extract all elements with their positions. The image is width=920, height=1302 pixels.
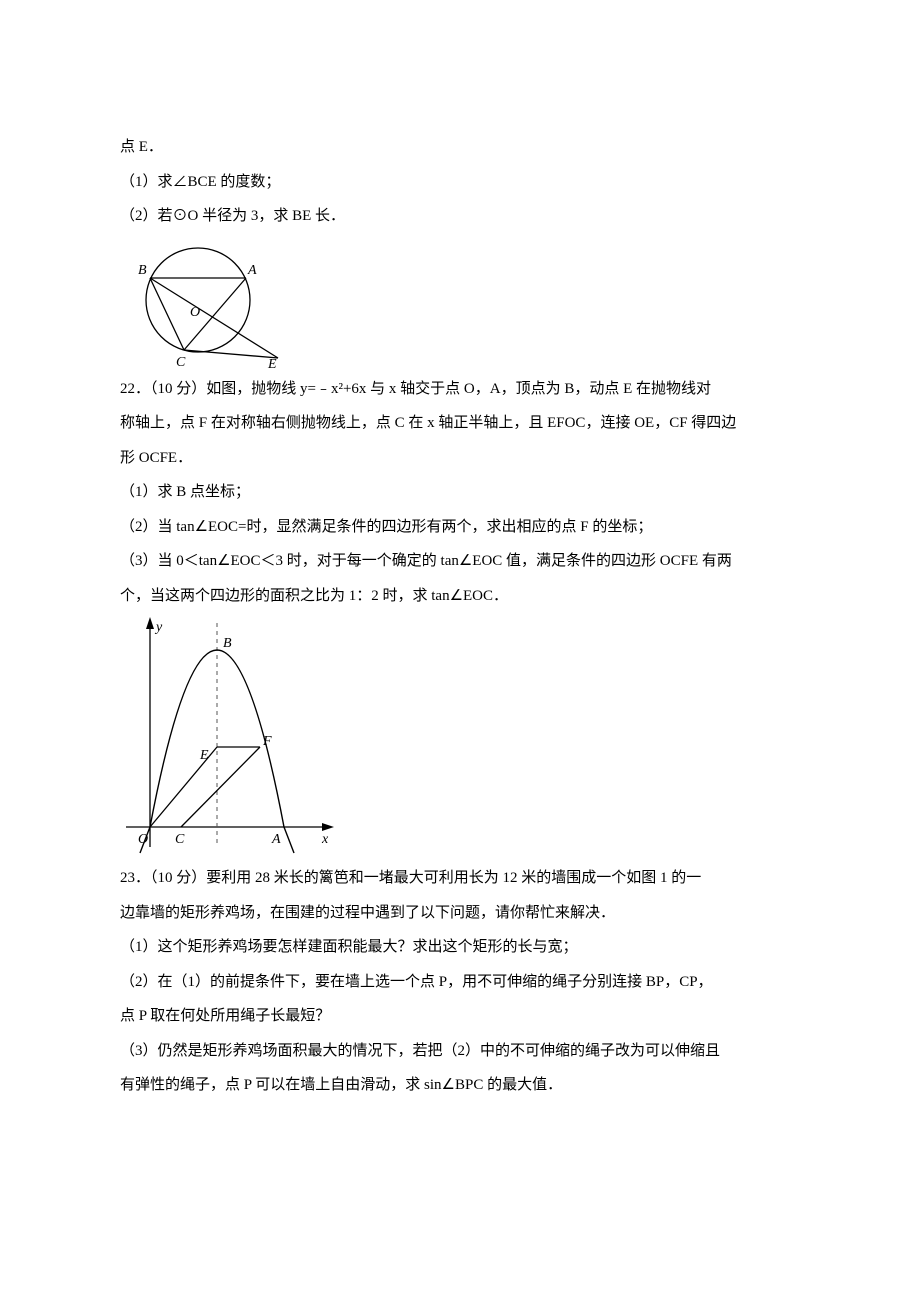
figure-parabola-diagram: y x O B E F C A (120, 617, 800, 857)
text-line: （2）在（1）的前提条件下，要在墙上选一个点 P，用不可伸缩的绳子分别连接 BP… (120, 965, 800, 1000)
text-line: （2）若⊙O 半径为 3，求 BE 长． (120, 199, 800, 234)
text-line: （3）当 0＜tan∠EOC＜3 时，对于每一个确定的 tan∠EOC 值，满足… (120, 544, 800, 579)
text-line: 有弹性的绳子，点 P 可以在墙上自由滑动，求 sin∠BPC 的最大值． (120, 1068, 800, 1103)
text-line: （1）求∠BCE 的度数； (120, 165, 800, 200)
text-line: 边靠墙的矩形养鸡场，在围建的过程中遇到了以下问题，请你帮忙来解决． (120, 896, 800, 931)
text-line: （3）仍然是矩形养鸡场面积最大的情况下，若把（2）中的不可伸缩的绳子改为可以伸缩… (120, 1034, 800, 1069)
label-B: B (138, 263, 147, 278)
label-A: A (247, 263, 257, 278)
figure-circle-diagram: B A O C E (120, 238, 800, 368)
text-line: （1）这个矩形养鸡场要怎样建面积能最大？求出这个矩形的长与宽； (120, 930, 800, 965)
text-line: 称轴上，点 F 在对称轴右侧抛物线上，点 C 在 x 轴正半轴上，且 EFOC，… (120, 406, 800, 441)
label-C: C (176, 355, 186, 368)
label-O2: O (138, 832, 148, 847)
label-B2: B (223, 636, 232, 651)
page: 点 E． （1）求∠BCE 的度数； （2）若⊙O 半径为 3，求 BE 长． … (0, 0, 920, 1302)
text-line: （2）当 tan∠EOC=时，显然满足条件的四边形有两个，求出相应的点 F 的坐… (120, 510, 800, 545)
label-F2: F (262, 734, 272, 749)
label-y: y (154, 620, 163, 635)
text-line: 点 E． (120, 130, 800, 165)
label-x: x (321, 832, 329, 847)
label-C2: C (175, 832, 185, 847)
text-line: 23．（10 分）要利用 28 米长的篱笆和一堵最大可利用长为 12 米的墙围成… (120, 861, 800, 896)
text-line: （1）求 B 点坐标； (120, 475, 800, 510)
text-line: 22．（10 分）如图，抛物线 y=﹣x²+6x 与 x 轴交于点 O，A，顶点… (120, 372, 800, 407)
label-E: E (267, 357, 277, 368)
label-E2: E (199, 748, 209, 763)
text-line: 点 P 取在何处所用绳子长最短？ (120, 999, 800, 1034)
text-line: 个，当这两个四边形的面积之比为 1：2 时，求 tan∠EOC． (120, 579, 800, 614)
text-line: 形 OCFE． (120, 441, 800, 476)
label-O: O (190, 305, 200, 320)
label-A2: A (271, 832, 281, 847)
